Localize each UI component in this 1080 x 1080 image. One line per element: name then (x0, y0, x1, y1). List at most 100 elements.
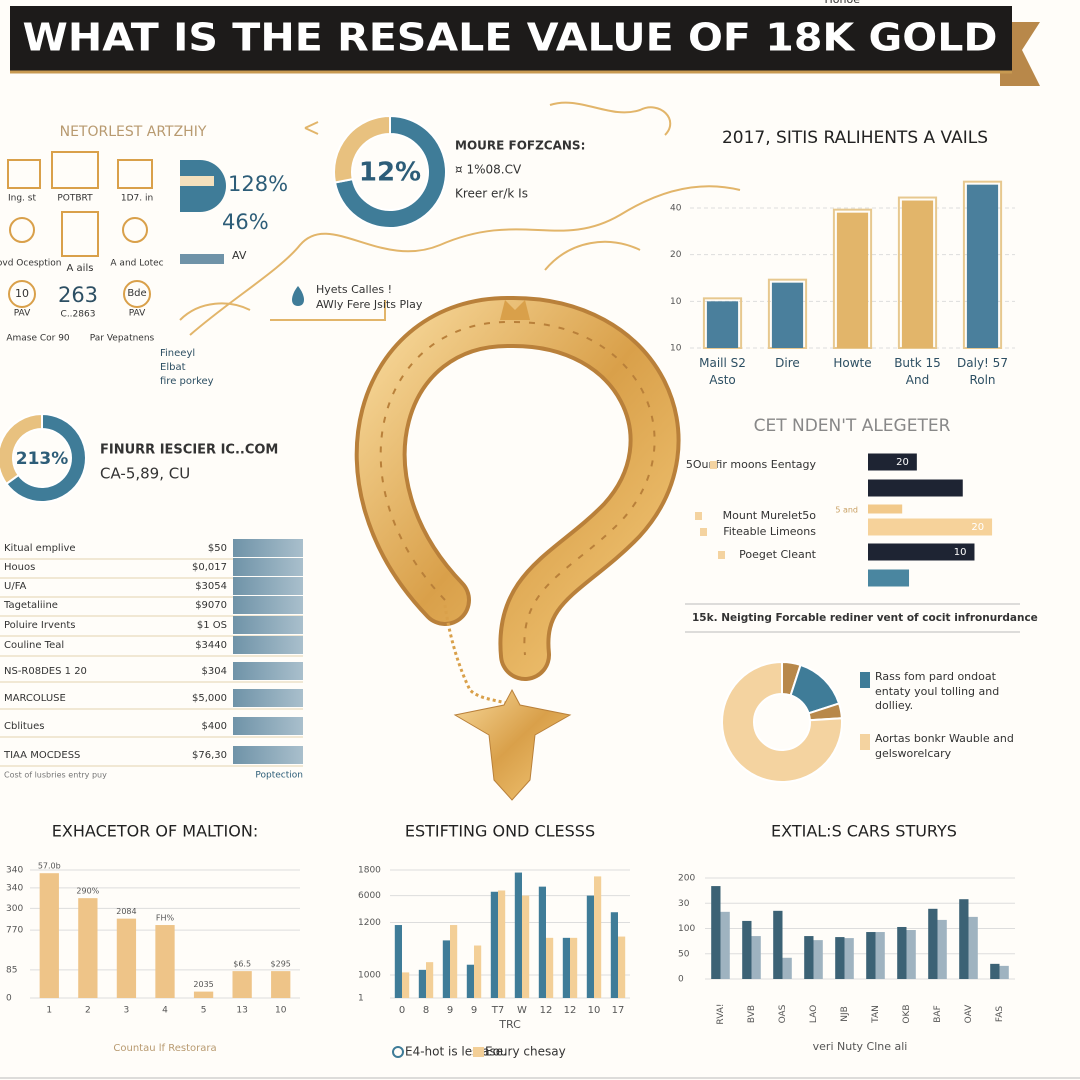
x-tick-label: 10 (275, 1006, 287, 1016)
y-tick-label: 770 (6, 926, 23, 936)
separators (0, 603, 1080, 1079)
x-tick-label: 17 (612, 1005, 625, 1016)
bar-text: 20 (896, 457, 909, 468)
legend-label: Aortas bonkr Wauble and gelsworelcary (875, 732, 1014, 760)
row-value: $3054 (195, 581, 227, 592)
panel-text: Bde (127, 288, 146, 299)
x-tick-label: FAS (995, 1006, 1005, 1023)
bar (742, 920, 752, 979)
bar (155, 925, 175, 998)
donut-center-label: 12% (359, 158, 421, 188)
x-tick-label: W (517, 1005, 527, 1016)
bar (868, 569, 910, 587)
panel-text: Ing. st (8, 194, 36, 204)
row-bar (233, 746, 303, 764)
bar (868, 518, 993, 536)
x-axis-label: Countau lf Restorara (113, 1043, 216, 1054)
panel-text: A ails (67, 263, 94, 274)
legend-label: Rass fom pard ondoat entaty youl tolling… (875, 670, 1000, 712)
bar (751, 936, 761, 979)
bar (498, 890, 506, 998)
panel-text: Alnovd Ocesption (0, 259, 61, 269)
y-tick-label: 20 (670, 250, 682, 260)
donut-segment (333, 114, 447, 229)
bar (474, 945, 482, 998)
y-tick-label: 340 (6, 883, 23, 893)
row-value: $0,017 (192, 562, 227, 573)
row-value: $304 (202, 666, 227, 677)
bar (771, 282, 804, 348)
y-tick-label: 0 (678, 975, 684, 985)
bar (394, 925, 402, 998)
row-label: U/FA (4, 581, 27, 592)
bar (39, 873, 59, 998)
category-swatch (710, 461, 717, 469)
x-tick-label: 10 (588, 1005, 601, 1016)
swirls (179, 101, 741, 336)
bar (78, 898, 98, 998)
bar (999, 965, 1009, 979)
bar (522, 895, 530, 998)
legend-swatch (392, 1046, 404, 1058)
x-tick-label: Maill S2 Asto (699, 356, 746, 387)
y-tick-label: 6000 (358, 891, 381, 901)
bar (490, 891, 498, 998)
category-swatch (718, 551, 725, 559)
panel-text: AV (232, 249, 247, 262)
stat-text: CA-5,89, CU (100, 465, 190, 483)
x-tick-label: 5 (201, 1006, 207, 1016)
x-tick-label: RVA! (716, 1003, 726, 1024)
bar (835, 937, 845, 979)
y-tick-label: 1800 (358, 866, 381, 876)
note: 15k. Neigting Forcable rediner vent of c… (692, 612, 1038, 624)
row-bar (233, 577, 303, 595)
y-tick-label: 340 (6, 866, 23, 876)
bar (706, 301, 739, 348)
y-tick-label: 1200 (358, 918, 381, 928)
row-label: Couline Teal (4, 640, 64, 651)
legend-label: Eoury chesay (485, 1045, 566, 1059)
bar (901, 200, 934, 348)
donut-center-label: 213% (16, 449, 69, 469)
bar (594, 876, 602, 998)
x-axis-label: TRC (498, 1018, 521, 1031)
bar (418, 969, 426, 998)
y-tick-label: 85 (6, 965, 17, 975)
bar (968, 916, 978, 979)
bar (906, 930, 916, 979)
bar (193, 991, 214, 998)
bar-text: 10 (954, 547, 967, 558)
value-label: 57.0b (38, 862, 61, 871)
y-tick-label: 1000 (358, 970, 381, 980)
row-bar (233, 689, 303, 707)
bar (782, 957, 792, 979)
ring-text: ¤ 1%08.CV (455, 163, 522, 177)
bar (959, 899, 969, 979)
bar (116, 918, 137, 998)
panel-text: POTBRT (57, 194, 93, 204)
x-tick-label: 4 (162, 1006, 168, 1016)
bar (720, 911, 730, 979)
row-bar (233, 539, 303, 557)
row-label: Houos (4, 562, 35, 573)
x-tick-label: 12 (540, 1005, 553, 1016)
panel-text: 10 (15, 287, 29, 300)
row-label: Poluire Irvents (4, 620, 76, 631)
ring-text: MOURE FOFZCANS: (455, 139, 585, 153)
panel-text: Elbat (160, 362, 186, 373)
y-tick-label: 1 (358, 994, 364, 1004)
row-bar (233, 636, 303, 654)
bar (937, 919, 947, 979)
banner: WHAT IS THE RESALE VALUE OF 18K GOLD (10, 6, 1040, 86)
row-label: Cblitues (4, 721, 45, 732)
x-tick-label: TAN (871, 1005, 881, 1024)
category-swatch (700, 528, 707, 536)
row-label: MARCOLUSE (4, 693, 66, 704)
panel-text: Par Vepatnens (90, 334, 155, 344)
category-label: Mount Murelet5o (723, 509, 817, 522)
x-tick-label: 12 (564, 1005, 577, 1016)
row-value: $5,000 (192, 693, 227, 704)
x-tick-label: BVB (747, 1005, 757, 1023)
bar (868, 504, 903, 514)
